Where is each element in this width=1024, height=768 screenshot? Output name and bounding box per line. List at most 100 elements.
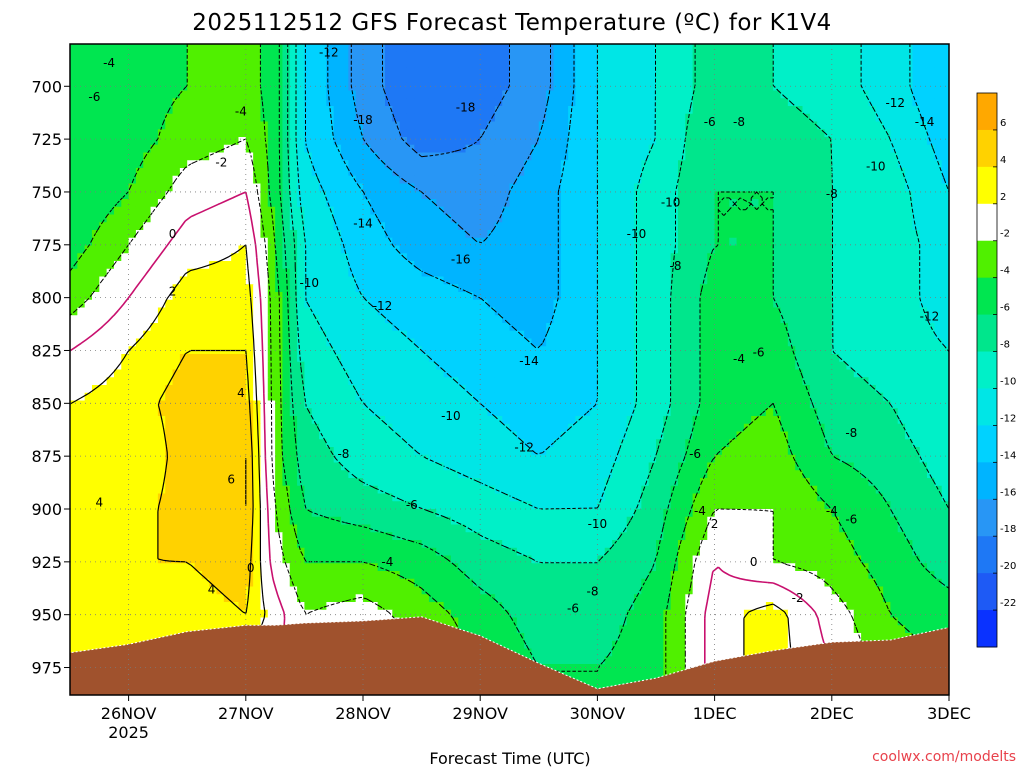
- temperature-cell: [714, 261, 723, 270]
- temperature-cell: [582, 315, 591, 324]
- temperature-cell: [421, 59, 430, 68]
- temperature-cell: [787, 299, 796, 309]
- temperature-cell: [546, 253, 555, 262]
- temperature-cell: [582, 121, 591, 130]
- temperature-cell: [106, 82, 115, 92]
- temperature-cell: [912, 191, 921, 200]
- temperature-cell: [304, 160, 313, 169]
- temperature-cell: [634, 106, 642, 115]
- temperature-cell: [721, 268, 730, 278]
- temperature-cell: [919, 199, 928, 208]
- temperature-cell: [333, 67, 342, 76]
- temperature-cell: [465, 199, 474, 208]
- temperature-cell: [143, 299, 152, 309]
- temperature-cell: [238, 361, 247, 371]
- temperature-cell: [370, 51, 379, 61]
- temperature-cell: [853, 59, 862, 68]
- temperature-cell: [377, 90, 386, 99]
- temperature-cell: [538, 59, 547, 68]
- temperature-cell: [721, 276, 730, 285]
- temperature-cell: [172, 175, 181, 185]
- temperature-cell: [758, 183, 767, 192]
- temperature-cell: [560, 237, 569, 247]
- temperature-cell: [590, 323, 598, 332]
- temperature-cell: [516, 175, 525, 185]
- temperature-cell: [765, 75, 774, 84]
- temperature-cell: [377, 168, 386, 177]
- temperature-cell: [289, 160, 298, 169]
- temperature-cell: [677, 292, 686, 301]
- temperature-cell: [846, 237, 855, 247]
- temperature-cell: [157, 67, 166, 76]
- temperature-cell: [450, 144, 459, 154]
- temperature-cell: [531, 106, 540, 115]
- temperature-cell: [714, 82, 723, 92]
- temperature-cell: [502, 175, 511, 185]
- temperature-cell: [436, 338, 445, 347]
- temperature-cell: [743, 175, 752, 185]
- temperature-cell: [656, 44, 664, 53]
- temperature-cell: [289, 253, 298, 262]
- temperature-cell: [143, 67, 152, 76]
- temperature-cell: [443, 51, 452, 61]
- temperature-cell: [897, 261, 906, 270]
- temperature-cell: [729, 245, 738, 254]
- temperature-cell: [509, 106, 518, 115]
- temperature-cell: [809, 245, 818, 254]
- temperature-cell: [721, 152, 730, 161]
- temperature-cell: [824, 113, 833, 123]
- temperature-cell: [758, 152, 767, 161]
- temperature-cell: [612, 199, 620, 208]
- temperature-cell: [780, 315, 789, 324]
- temperature-cell: [414, 253, 423, 262]
- temperature-cell: [897, 44, 906, 53]
- temperature-cell: [751, 315, 760, 324]
- temperature-cell: [355, 121, 364, 130]
- temperature-cell: [853, 315, 862, 324]
- temperature-cell: [128, 90, 137, 99]
- temperature-cell: [582, 175, 591, 185]
- temperature-cell: [736, 90, 745, 99]
- temperature-cell: [685, 230, 694, 239]
- temperature-cell: [377, 346, 386, 355]
- temperature-cell: [758, 230, 767, 239]
- temperature-cell: [677, 106, 686, 115]
- temperature-cell: [634, 237, 642, 247]
- temperature-cell: [304, 67, 313, 76]
- temperature-cell: [560, 330, 569, 340]
- temperature-cell: [619, 222, 628, 231]
- temperature-cell: [363, 113, 371, 123]
- temperature-cell: [912, 245, 921, 254]
- temperature-cell: [634, 214, 642, 223]
- temperature-cell: [355, 292, 364, 301]
- temperature-cell: [121, 106, 130, 115]
- temperature-cell: [428, 276, 437, 285]
- temperature-cell: [670, 82, 679, 92]
- temperature-cell: [414, 137, 423, 146]
- temperature-cell: [399, 354, 408, 363]
- temperature-cell: [77, 44, 86, 53]
- temperature-cell: [289, 338, 298, 347]
- temperature-cell: [641, 276, 650, 285]
- temperature-cell: [399, 152, 408, 161]
- temperature-cell: [421, 245, 430, 254]
- temperature-cell: [597, 106, 606, 115]
- temperature-cell: [927, 206, 935, 216]
- temperature-cell: [363, 354, 371, 363]
- temperature-cell: [282, 129, 291, 138]
- temperature-cell: [414, 330, 423, 340]
- temperature-cell: [194, 261, 203, 270]
- temperature-cell: [619, 346, 628, 355]
- temperature-cell: [436, 307, 445, 316]
- temperature-cell: [179, 152, 188, 161]
- temperature-cell: [494, 292, 503, 301]
- temperature-cell: [612, 361, 620, 371]
- temperature-cell: [165, 199, 174, 208]
- temperature-cell: [480, 75, 489, 84]
- temperature-cell: [348, 237, 357, 247]
- temperature-cell: [326, 90, 335, 99]
- temperature-cell: [560, 98, 569, 107]
- temperature-cell: [201, 59, 210, 68]
- temperature-cell: [538, 307, 547, 316]
- temperature-cell: [626, 323, 635, 332]
